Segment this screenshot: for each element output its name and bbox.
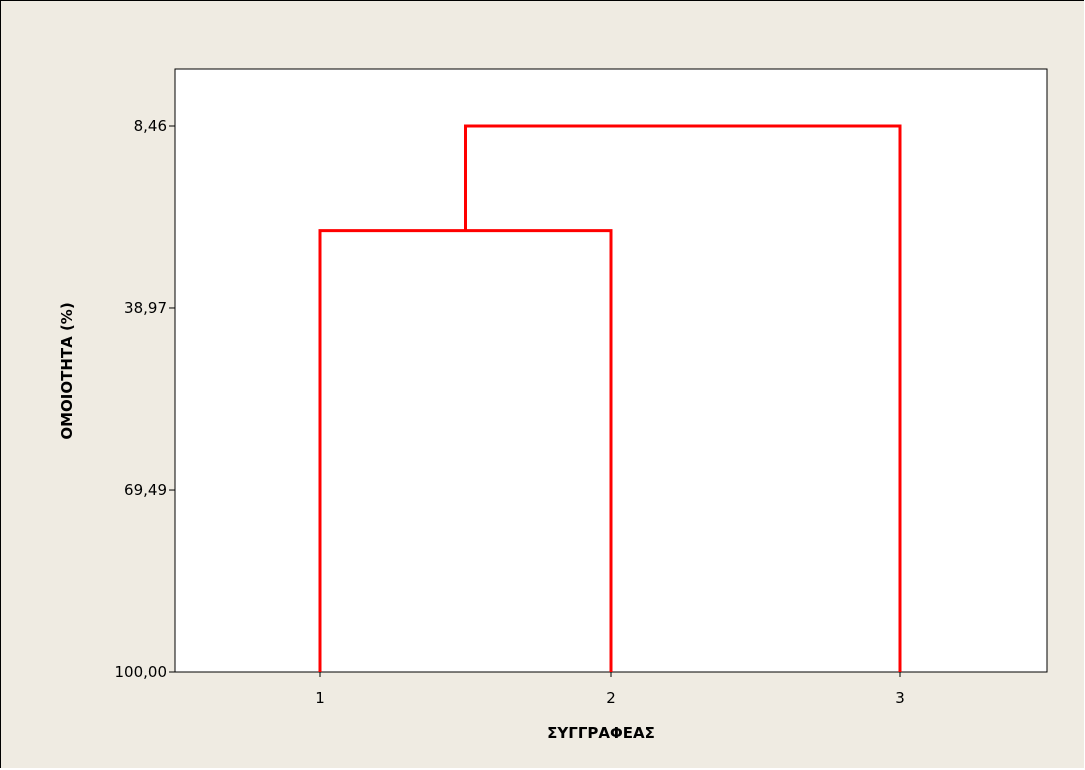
y-tick-label: 8,46 — [134, 117, 167, 135]
dendrogram-links — [318, 124, 902, 672]
x-tick-label: 1 — [315, 689, 325, 707]
y-tick-label: 100,00 — [115, 663, 168, 681]
dendrogram-link-2 — [464, 124, 902, 672]
x-axis-title: ΣΥΓΓΡΑΦΕΑΣ — [547, 724, 655, 742]
y-axis-ticks: 8,46 38,97 69,49 100,00 — [115, 117, 175, 681]
x-axis-ticks: 1 2 3 — [315, 672, 905, 707]
x-tick-label: 3 — [895, 689, 905, 707]
x-tick-label: 2 — [606, 689, 616, 707]
y-tick-label: 69,49 — [124, 481, 167, 499]
y-tick-label: 38,97 — [124, 299, 167, 317]
y-axis-title: ΟΜΟΙΟΤΗΤΑ (%) — [58, 302, 76, 439]
